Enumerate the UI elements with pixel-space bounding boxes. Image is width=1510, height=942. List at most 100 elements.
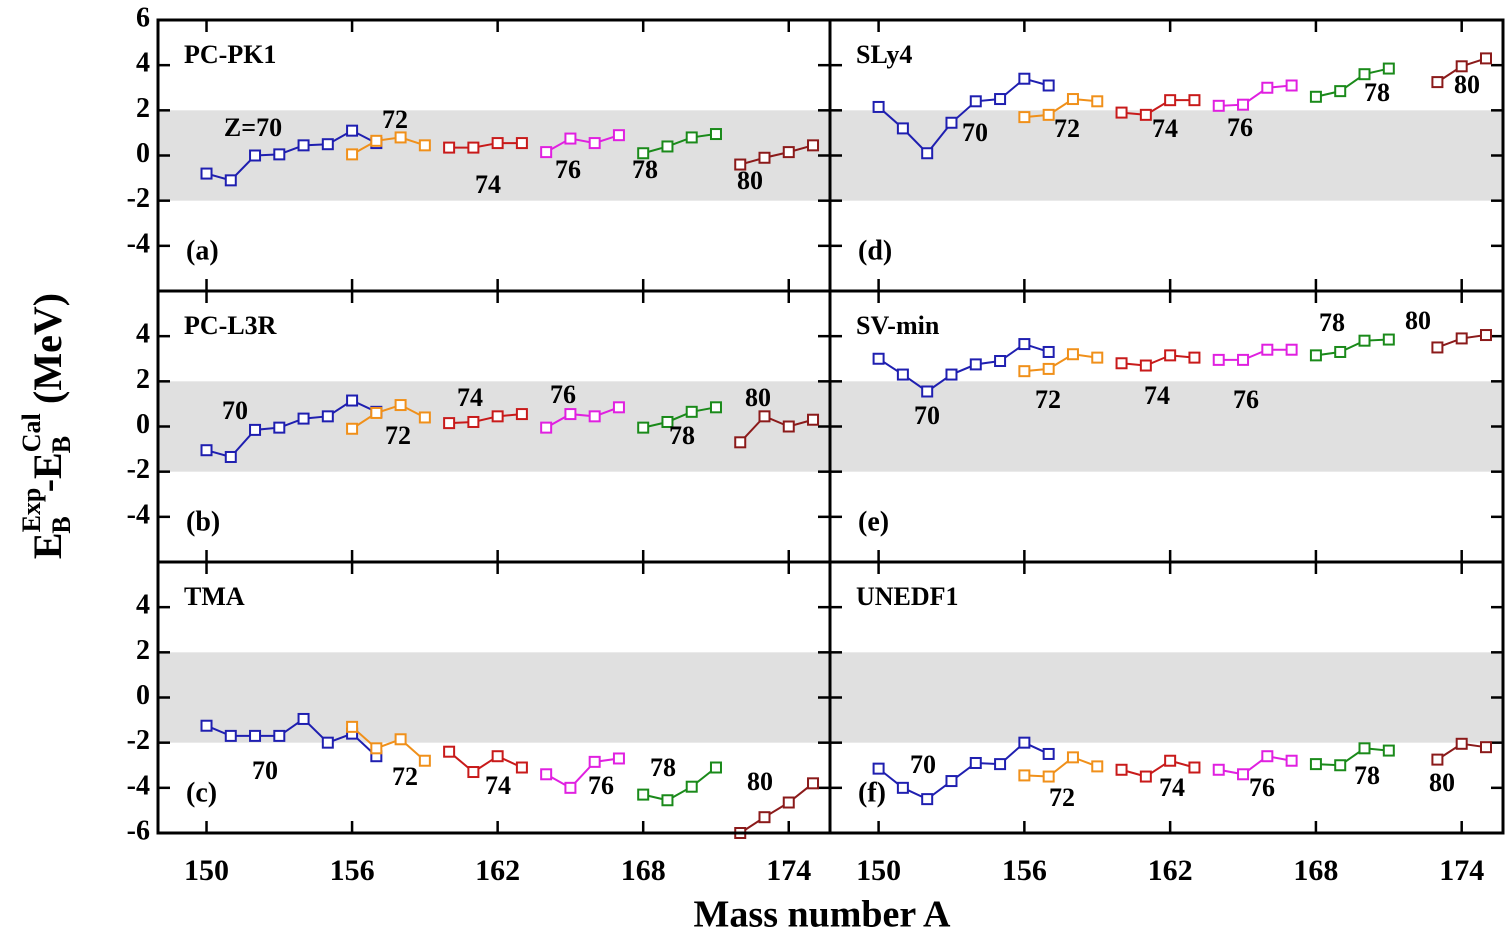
marker (515, 761, 528, 774)
series-label: 74 (457, 383, 483, 412)
x-tick-label: 156 (1002, 854, 1047, 887)
marker (540, 768, 553, 781)
y-tick-label: -6 (127, 815, 150, 846)
series-label: 80 (1405, 306, 1431, 335)
series-line (1315, 67, 1390, 98)
marker (945, 775, 958, 788)
marker (1042, 79, 1055, 92)
series-label: 76 (550, 380, 576, 409)
marker (1382, 62, 1395, 75)
marker (321, 736, 334, 749)
marker (1237, 98, 1250, 111)
marker (1212, 353, 1225, 366)
series-label: 80 (745, 383, 771, 412)
marker (273, 729, 286, 742)
series-line (351, 726, 426, 762)
marker (758, 151, 771, 164)
series-line (739, 782, 814, 834)
series-line (351, 403, 426, 430)
marker (1018, 365, 1031, 378)
marker (418, 754, 431, 767)
marker (637, 147, 650, 160)
marker (1115, 106, 1128, 119)
marker (1309, 758, 1322, 771)
marker (1261, 81, 1274, 94)
series-line (1024, 353, 1098, 373)
series-line (642, 766, 717, 802)
y-label-part: (MeV) (25, 293, 70, 404)
marker (1455, 332, 1468, 345)
series-label: 72 (1035, 385, 1061, 414)
y-label-part: B (47, 436, 76, 453)
marker (394, 131, 407, 144)
panel-label: (b) (186, 506, 220, 537)
marker (249, 149, 262, 162)
marker (637, 421, 650, 434)
marker (1042, 108, 1055, 121)
y-tick-label: -2 (127, 183, 150, 214)
x-tick-label: 168 (1293, 854, 1338, 887)
marker (346, 394, 359, 407)
marker (921, 147, 934, 160)
band (830, 110, 1503, 201)
marker (1018, 769, 1031, 782)
marker (273, 421, 286, 434)
marker (370, 406, 383, 419)
marker (1164, 754, 1177, 767)
series-line (1121, 354, 1195, 367)
series-line (1218, 755, 1292, 776)
marker (1382, 744, 1395, 757)
series-label: 80 (747, 767, 773, 796)
marker (758, 410, 771, 423)
marker (896, 368, 909, 381)
series-label: 80 (1454, 70, 1480, 99)
series-label: 70 (914, 401, 940, 430)
series-line (1218, 348, 1292, 361)
series-label: 74 (1152, 114, 1178, 143)
marker (588, 410, 601, 423)
marker (200, 167, 213, 180)
series-line (1024, 98, 1098, 119)
y-tick-label: -2 (127, 725, 150, 756)
x-tick-label: 174 (766, 854, 811, 887)
marker (872, 762, 885, 775)
marker (515, 408, 528, 421)
marker (758, 811, 771, 824)
panel-label: (a) (186, 235, 219, 266)
marker (1188, 761, 1201, 774)
y-tick-label: 0 (136, 680, 150, 711)
marker (661, 140, 674, 153)
marker (1285, 79, 1298, 92)
y-label-part: B (47, 516, 76, 533)
marker (491, 137, 504, 150)
panel-title: UNEDF1 (856, 582, 959, 611)
marker (321, 410, 334, 423)
panel-label: (d) (858, 235, 892, 266)
marker (588, 755, 601, 768)
marker (1188, 351, 1201, 364)
marker (612, 129, 625, 142)
marker (1309, 90, 1322, 103)
series-label: 76 (1249, 773, 1275, 802)
series-line (449, 413, 522, 425)
marker (1042, 362, 1055, 375)
x-tick-label: 162 (475, 854, 520, 887)
panel-title: TMA (184, 582, 245, 611)
series-label: 70 (252, 756, 278, 785)
series-line (642, 133, 717, 155)
marker (249, 729, 262, 742)
marker (443, 417, 456, 430)
series-label: 70 (222, 396, 248, 425)
marker (1139, 770, 1152, 783)
marker (1164, 94, 1177, 107)
marker (394, 399, 407, 412)
marker (1018, 338, 1031, 351)
series-label: 78 (650, 753, 676, 782)
marker (200, 719, 213, 732)
series-label: 72 (1054, 114, 1080, 143)
band (830, 652, 1503, 743)
marker (945, 116, 958, 129)
marker (540, 421, 553, 434)
marker (1066, 348, 1079, 361)
series-label: 78 (632, 155, 658, 184)
